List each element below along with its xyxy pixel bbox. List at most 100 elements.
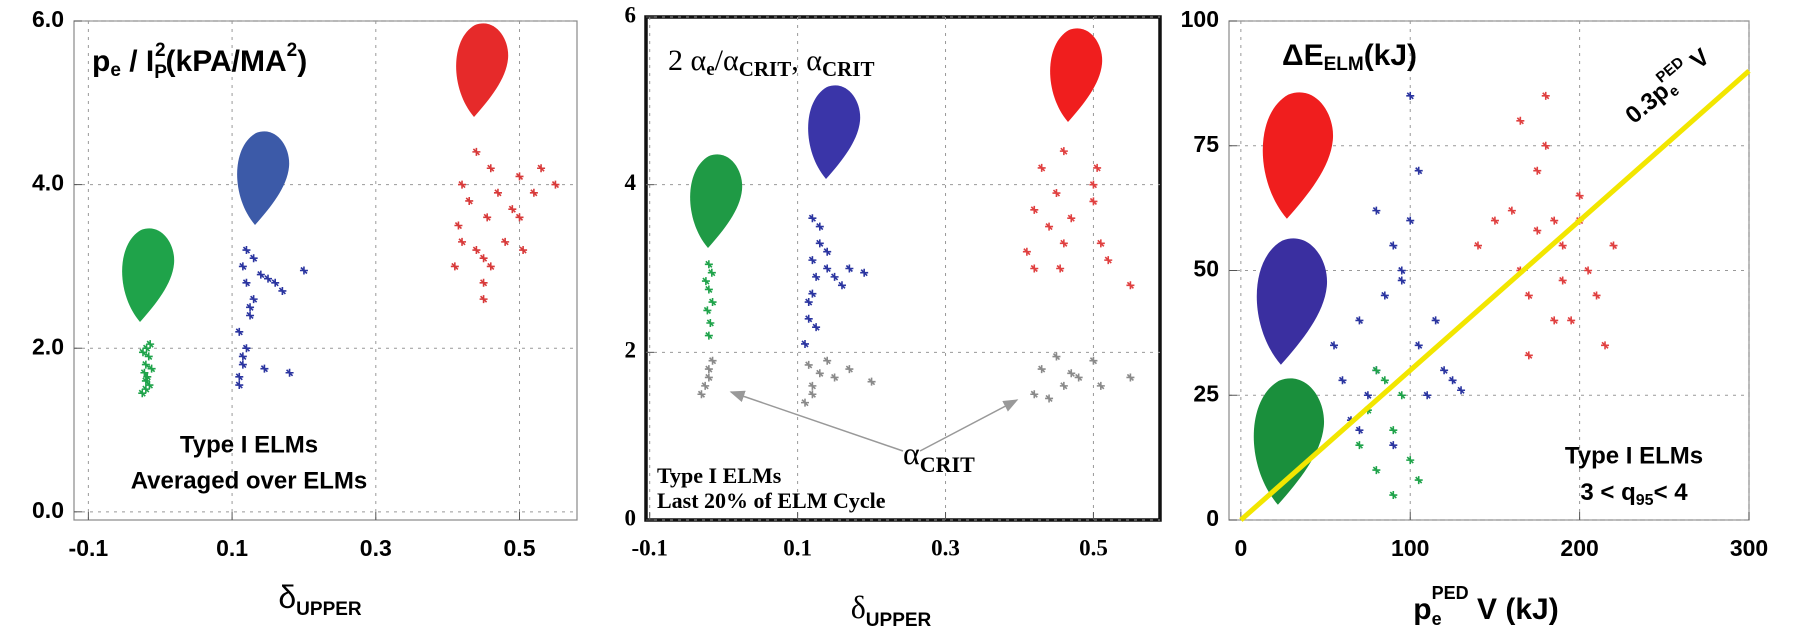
annotation: Type I ELMs: [1565, 442, 1703, 469]
y-tick-label: 4: [625, 170, 637, 195]
data-point: [1558, 241, 1567, 250]
annotation: Averaged over ELMs: [131, 467, 368, 494]
arrow: [919, 399, 1019, 452]
x-tick-label: 0.3: [360, 535, 392, 561]
data-point: [551, 180, 560, 189]
arrow: [729, 390, 904, 452]
data-point: [141, 385, 150, 394]
data-point: [143, 372, 152, 381]
data-point: [823, 356, 832, 365]
data-point: [1516, 116, 1525, 125]
data-point: [703, 306, 712, 315]
x-axis-label: δUPPER: [278, 579, 362, 620]
data-point: [1372, 466, 1381, 475]
panel: pe / IP2(kPA/MA2) Type I ELMs Averaged o…: [32, 6, 578, 620]
data-point: [458, 180, 467, 189]
data-point: [285, 368, 294, 377]
data-point: [701, 277, 710, 286]
data-point: [1030, 205, 1039, 214]
data-point: [1431, 316, 1440, 325]
y-tick-label: 2: [625, 338, 637, 363]
data-point: [1059, 239, 1068, 248]
data-point: [823, 264, 832, 273]
data-point: [804, 360, 813, 369]
data-point: [830, 272, 839, 281]
data-point: [242, 344, 251, 353]
panel: ΔEELM(kJ) 0.3pePED V Type I ELMs 3 < q95…: [1181, 6, 1769, 629]
data-point: [1575, 191, 1584, 200]
data-point: [1457, 386, 1466, 395]
plasma-shape: [1256, 238, 1328, 365]
data-point: [235, 381, 244, 390]
data-point: [1338, 376, 1347, 385]
data-point: [458, 237, 467, 246]
data-point: [1524, 351, 1533, 360]
data-point: [472, 147, 481, 156]
data-point: [260, 364, 269, 373]
data-point: [1414, 341, 1423, 350]
y-tick-label: 2.0: [32, 333, 64, 359]
data-point: [493, 188, 502, 197]
data-point: [707, 268, 716, 277]
data-point: [450, 262, 459, 271]
data-point: [1397, 276, 1406, 285]
data-point: [479, 278, 488, 287]
plasma-shape: [456, 23, 509, 118]
data-point: [1059, 381, 1068, 390]
data-point: [479, 295, 488, 304]
data-point: [1389, 241, 1398, 250]
x-tick-label: 0.5: [1079, 535, 1108, 560]
y-tick-label: 6: [625, 2, 637, 27]
data-point: [1096, 239, 1105, 248]
data-point: [708, 298, 717, 307]
data-point: [830, 373, 839, 382]
data-point: [1022, 247, 1031, 256]
data-point: [141, 360, 150, 369]
data-point: [845, 264, 854, 273]
data-point: [1423, 391, 1432, 400]
data-point: [1440, 366, 1449, 375]
data-point: [235, 327, 244, 336]
data-point: [501, 237, 510, 246]
x-axis-label: δUPPER: [851, 589, 932, 631]
data-point: [235, 372, 244, 381]
data-point: [801, 339, 810, 348]
data-point: [508, 205, 517, 214]
data-point: [1558, 276, 1567, 285]
data-point: [1389, 426, 1398, 435]
y-tick-label: 4.0: [32, 170, 64, 196]
y-tick-label: 100: [1181, 6, 1219, 32]
y-tick-label: 50: [1193, 256, 1219, 282]
x-tick-label: 0: [1234, 535, 1247, 561]
data-point: [1052, 189, 1061, 198]
data-point: [1592, 291, 1601, 300]
annotation: Type I ELMs: [657, 463, 782, 488]
data-point: [519, 246, 528, 255]
data-point: [249, 254, 258, 263]
data-point: [823, 247, 832, 256]
data-point: [264, 274, 273, 283]
data-point: [808, 214, 817, 223]
fit-line: [1239, 69, 1751, 522]
data-point: [860, 268, 869, 277]
data-point: [1330, 341, 1339, 350]
data-point: [1380, 291, 1389, 300]
data-point: [845, 365, 854, 374]
plasma-shape: [1253, 378, 1325, 505]
data-point: [138, 348, 147, 357]
data-point: [812, 272, 821, 281]
data-point: [1524, 291, 1533, 300]
data-point: [454, 221, 463, 230]
data-point: [140, 368, 149, 377]
data-point: [1030, 264, 1039, 273]
data-point: [1355, 316, 1364, 325]
data-point: [1584, 266, 1593, 275]
data-point: [1601, 341, 1610, 350]
data-point: [472, 246, 481, 255]
data-point: [808, 381, 817, 390]
data-point: [1355, 426, 1364, 435]
data-point: [479, 254, 488, 263]
data-point: [1059, 147, 1068, 156]
x-tick-label: 0.1: [216, 535, 248, 561]
data-point: [144, 352, 153, 361]
